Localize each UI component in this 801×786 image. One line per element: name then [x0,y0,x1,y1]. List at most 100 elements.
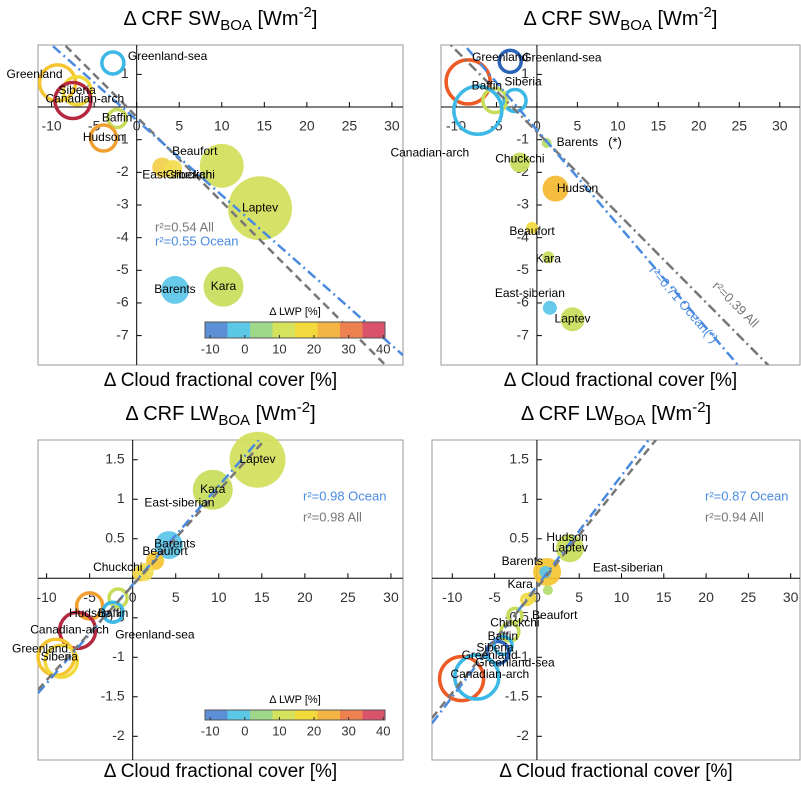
colorbar-tick-label: 40 [376,341,390,356]
panel: -10 -5 0 5 10 15 20 25 30-2-1.5-1-0.50.511.5r²=0… [431,439,801,761]
x-tick-label: 20 [299,118,315,134]
fit-label: r²=0.87 Ocean [705,488,788,503]
y-tick-label: 1 [121,65,129,81]
bubble [444,58,492,106]
x-tick-label: 20 [698,589,714,605]
colorbar-segment [295,322,318,338]
x-tick-label: 15 [651,118,667,134]
bubble [452,84,504,137]
y-tick-label: 1.5 [509,450,529,466]
title-part: ] [310,403,316,425]
point-label: Canadian-arch [30,623,109,637]
point-label: Siberia [504,75,542,89]
point-label: Siberia [41,649,79,663]
bubble [100,50,126,76]
panel-title: Δ CRF SWBOA [Wm-2] [124,4,318,34]
x-tick-label: 10 [610,118,626,134]
colorbar-segment [295,710,318,720]
x-tick-label: 20 [297,589,313,605]
colorbar-segment [272,322,296,338]
y-tick-label: -1 [116,130,129,146]
point-label: Barents [502,554,543,568]
point-label: Greenland-sea [115,627,195,641]
y-tick-label: -2 [516,727,529,743]
x-axis-label: Δ Cloud fractional cover [%] [104,761,337,782]
point-label: Kara [507,577,533,591]
colorbar-segment [317,710,341,720]
fit-label: r²=0.98 Ocean [303,488,386,503]
fit-label: r²=0.55 Ocean [155,233,238,248]
point-label: Canadian-arch [390,145,469,159]
x-tick-label: 5 [175,118,183,134]
colorbar-label: Δ LWP [%] [269,694,321,706]
plot-area [431,439,801,761]
bubble [106,107,128,130]
bubble [229,431,286,488]
x-tick-label: 5 [575,589,583,605]
point-label: Beaufort [172,144,218,158]
colorbar-frame [204,709,386,721]
y-tick-label: -5 [516,261,529,277]
panel-title: Δ CRF SWBOA [Wm-2] [524,4,718,34]
title-part: [Wm [646,403,693,425]
point-label: Laptev [552,540,588,554]
point-label: Kara [211,279,237,293]
x-tick-label: -10 [442,589,462,605]
y-tick-label: 1.5 [105,450,125,466]
y-tick-label: -2 [112,727,125,743]
point-label: Laptev [242,200,278,214]
point-label: Barents [557,135,598,149]
point-label: Siberia [58,83,96,97]
title-part: [Wm [252,8,299,30]
fit-label: r²=0.98 All [303,509,362,524]
y-tick-label: -3 [116,196,129,212]
colorbar-segment [227,322,251,338]
y-tick-label: -1.5 [505,687,529,703]
colorbar-tick-label: 0 [241,723,248,738]
x-tick-label: 25 [340,589,356,605]
title-part: Δ CRF LW [125,403,218,425]
point-label: Hudson [69,606,110,620]
panel: -10-5051015202530-7-6-5-4-3-2-11r²=0.39 … [390,44,801,366]
x-tick-label: 10 [214,118,230,134]
panel: -10 -5 0 5 10 15 20 25 30 -7 -6 -5 -4 -3 -2 -1 1 r²=0.54 … [7,44,404,366]
x-tick-label: -5 [88,118,101,134]
title-part: -2 [692,399,705,416]
y-tick-label: 1 [521,65,529,81]
y-tick-label: 1 [117,490,125,506]
bubble [61,74,93,107]
bubble [509,152,530,173]
x-tick-label: 15 [257,118,273,134]
point-label: Beaufort [509,224,555,238]
bubble [160,275,189,304]
x-tick-label: 0 [129,589,137,605]
y-tick-label: -6 [116,294,129,310]
point-label: Baffin [472,79,502,93]
fit-line [449,45,770,365]
y-tick-label: -1 [112,648,125,664]
colorbar-segment [340,710,363,720]
y-tick-label: -1 [516,648,529,664]
fit-label: r²=0.94 All [705,509,764,524]
bubble [526,221,539,234]
x-tick-label: 25 [741,589,757,605]
y-tick-label: -6 [516,294,529,310]
title-part: BOA [220,17,252,34]
colorbar-segment [250,710,273,720]
bubble [57,610,98,651]
bubble [497,48,523,75]
colorbar-tick-label: 10 [272,723,286,738]
title-part: ] [312,8,318,30]
point-label: Barents [154,282,195,296]
fit-line [432,440,658,719]
y-tick-label: -4 [116,228,129,244]
colorbar-segment [317,322,341,338]
x-tick-label: 30 [383,589,399,605]
colorbar-segment [205,710,228,720]
y-tick-label: -4 [516,228,529,244]
y-tick-label: 1 [521,490,529,506]
bubble [203,266,244,307]
point-label: Greenland [472,50,528,64]
title-part: -2 [699,4,712,21]
point-label: East-siberian [144,496,214,510]
